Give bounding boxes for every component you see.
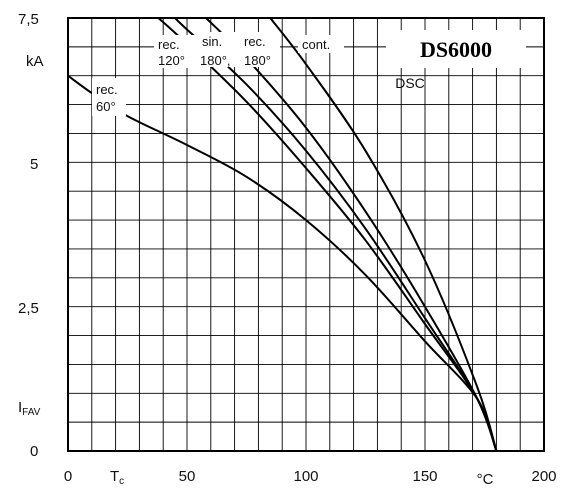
- title-box: [386, 30, 526, 68]
- series-line-rec-180: [205, 17, 498, 452]
- y-unit: kA: [26, 53, 44, 70]
- y-tick-7-5: 7,5: [18, 11, 39, 28]
- y-axis-label-sub: FAV: [22, 407, 40, 418]
- series-label-rec60-line2: 60°: [96, 99, 116, 114]
- series-label-cont: cont.: [302, 37, 330, 52]
- x-tick-100: 100: [293, 468, 318, 485]
- series-label-sin180-line2: 180°,: [200, 53, 231, 68]
- chart-title: DS6000: [420, 37, 492, 62]
- label-bg-rec120: [154, 35, 199, 68]
- grid: [68, 18, 544, 451]
- series-label-rec120-line2: 120°: [158, 53, 185, 68]
- label-bg-cont: [298, 35, 344, 53]
- series-label-sin180-line1: sin.: [202, 34, 222, 49]
- label-bg-rec180: [240, 32, 280, 67]
- y-tick-0: 0: [30, 443, 38, 460]
- y-tick-2-5: 2,5: [18, 300, 39, 317]
- series-label-rec180-line1: rec.: [244, 34, 266, 49]
- x-axis-label-sub: c: [119, 476, 124, 487]
- y-axis-label: IFAV: [18, 399, 41, 418]
- x-tick-0: 0: [64, 468, 72, 485]
- series-line-sin-180: [174, 17, 498, 452]
- y-axis-label-main: I: [18, 399, 22, 416]
- series-line-cont: [269, 17, 498, 452]
- label-bg-sin180: [198, 32, 240, 67]
- series-label-rec180-line2: 180°: [244, 53, 271, 68]
- label-bg-rec60: [92, 78, 126, 116]
- series-label-rec60-line1: rec.: [96, 82, 118, 97]
- x-tick-200: 200: [531, 468, 556, 485]
- dsc-annotation: DSC: [395, 75, 425, 91]
- series-line-rec-120: [157, 17, 498, 452]
- x-unit: °C: [477, 471, 494, 488]
- plot-frame: [67, 17, 545, 452]
- series-label-rec120-line1: rec.: [158, 37, 180, 52]
- x-axis-label: Tc: [110, 468, 124, 487]
- x-tick-150: 150: [412, 468, 437, 485]
- x-axis-label-main: T: [110, 468, 119, 485]
- x-tick-50: 50: [179, 468, 196, 485]
- y-tick-5: 5: [30, 156, 38, 173]
